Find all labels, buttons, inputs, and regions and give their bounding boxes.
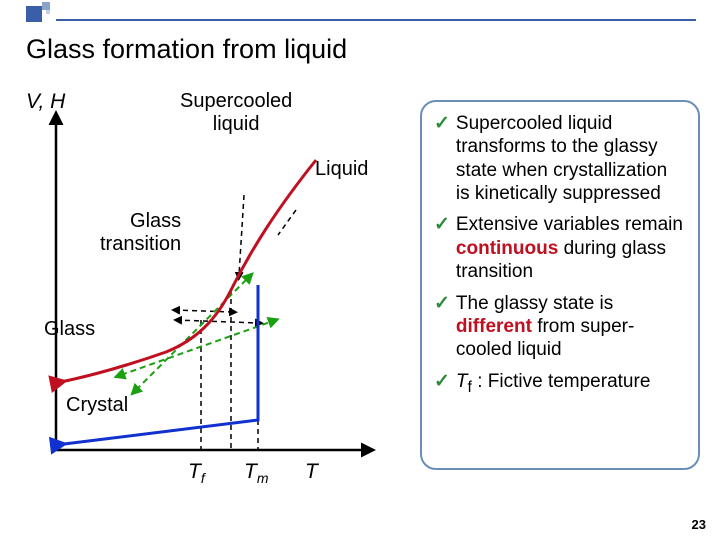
label-supercooled-liquid: Supercooled liquid: [180, 90, 292, 136]
bullet-1: ✓ Supercooled liquid transforms to the g…: [434, 112, 686, 205]
page-number: 23: [692, 517, 706, 532]
bullet-panel: ✓ Supercooled liquid transforms to the g…: [420, 100, 700, 470]
x-label-T: T: [305, 460, 318, 484]
check-icon: ✓: [434, 370, 450, 397]
check-icon: ✓: [434, 213, 450, 283]
x-label-tf: Tf: [188, 460, 205, 486]
header-accent: [0, 0, 720, 22]
bullet-2: ✓ Extensive variables remain continuous …: [434, 213, 686, 283]
bullet-4: ✓ Tf : Fictive temperature: [434, 370, 686, 397]
label-liquid: Liquid: [315, 158, 368, 181]
label-glass: Glass: [44, 318, 95, 341]
check-icon: ✓: [434, 292, 450, 362]
label-crystal: Crystal: [66, 394, 128, 417]
bullet-3: ✓ The glassy state is different from sup…: [434, 292, 686, 362]
page-title: Glass formation from liquid: [26, 34, 347, 65]
x-label-tm: Tm: [244, 460, 269, 486]
glass-formation-diagram: [26, 80, 426, 480]
label-glass-transition: Glass transition: [100, 210, 181, 256]
check-icon: ✓: [434, 112, 450, 205]
